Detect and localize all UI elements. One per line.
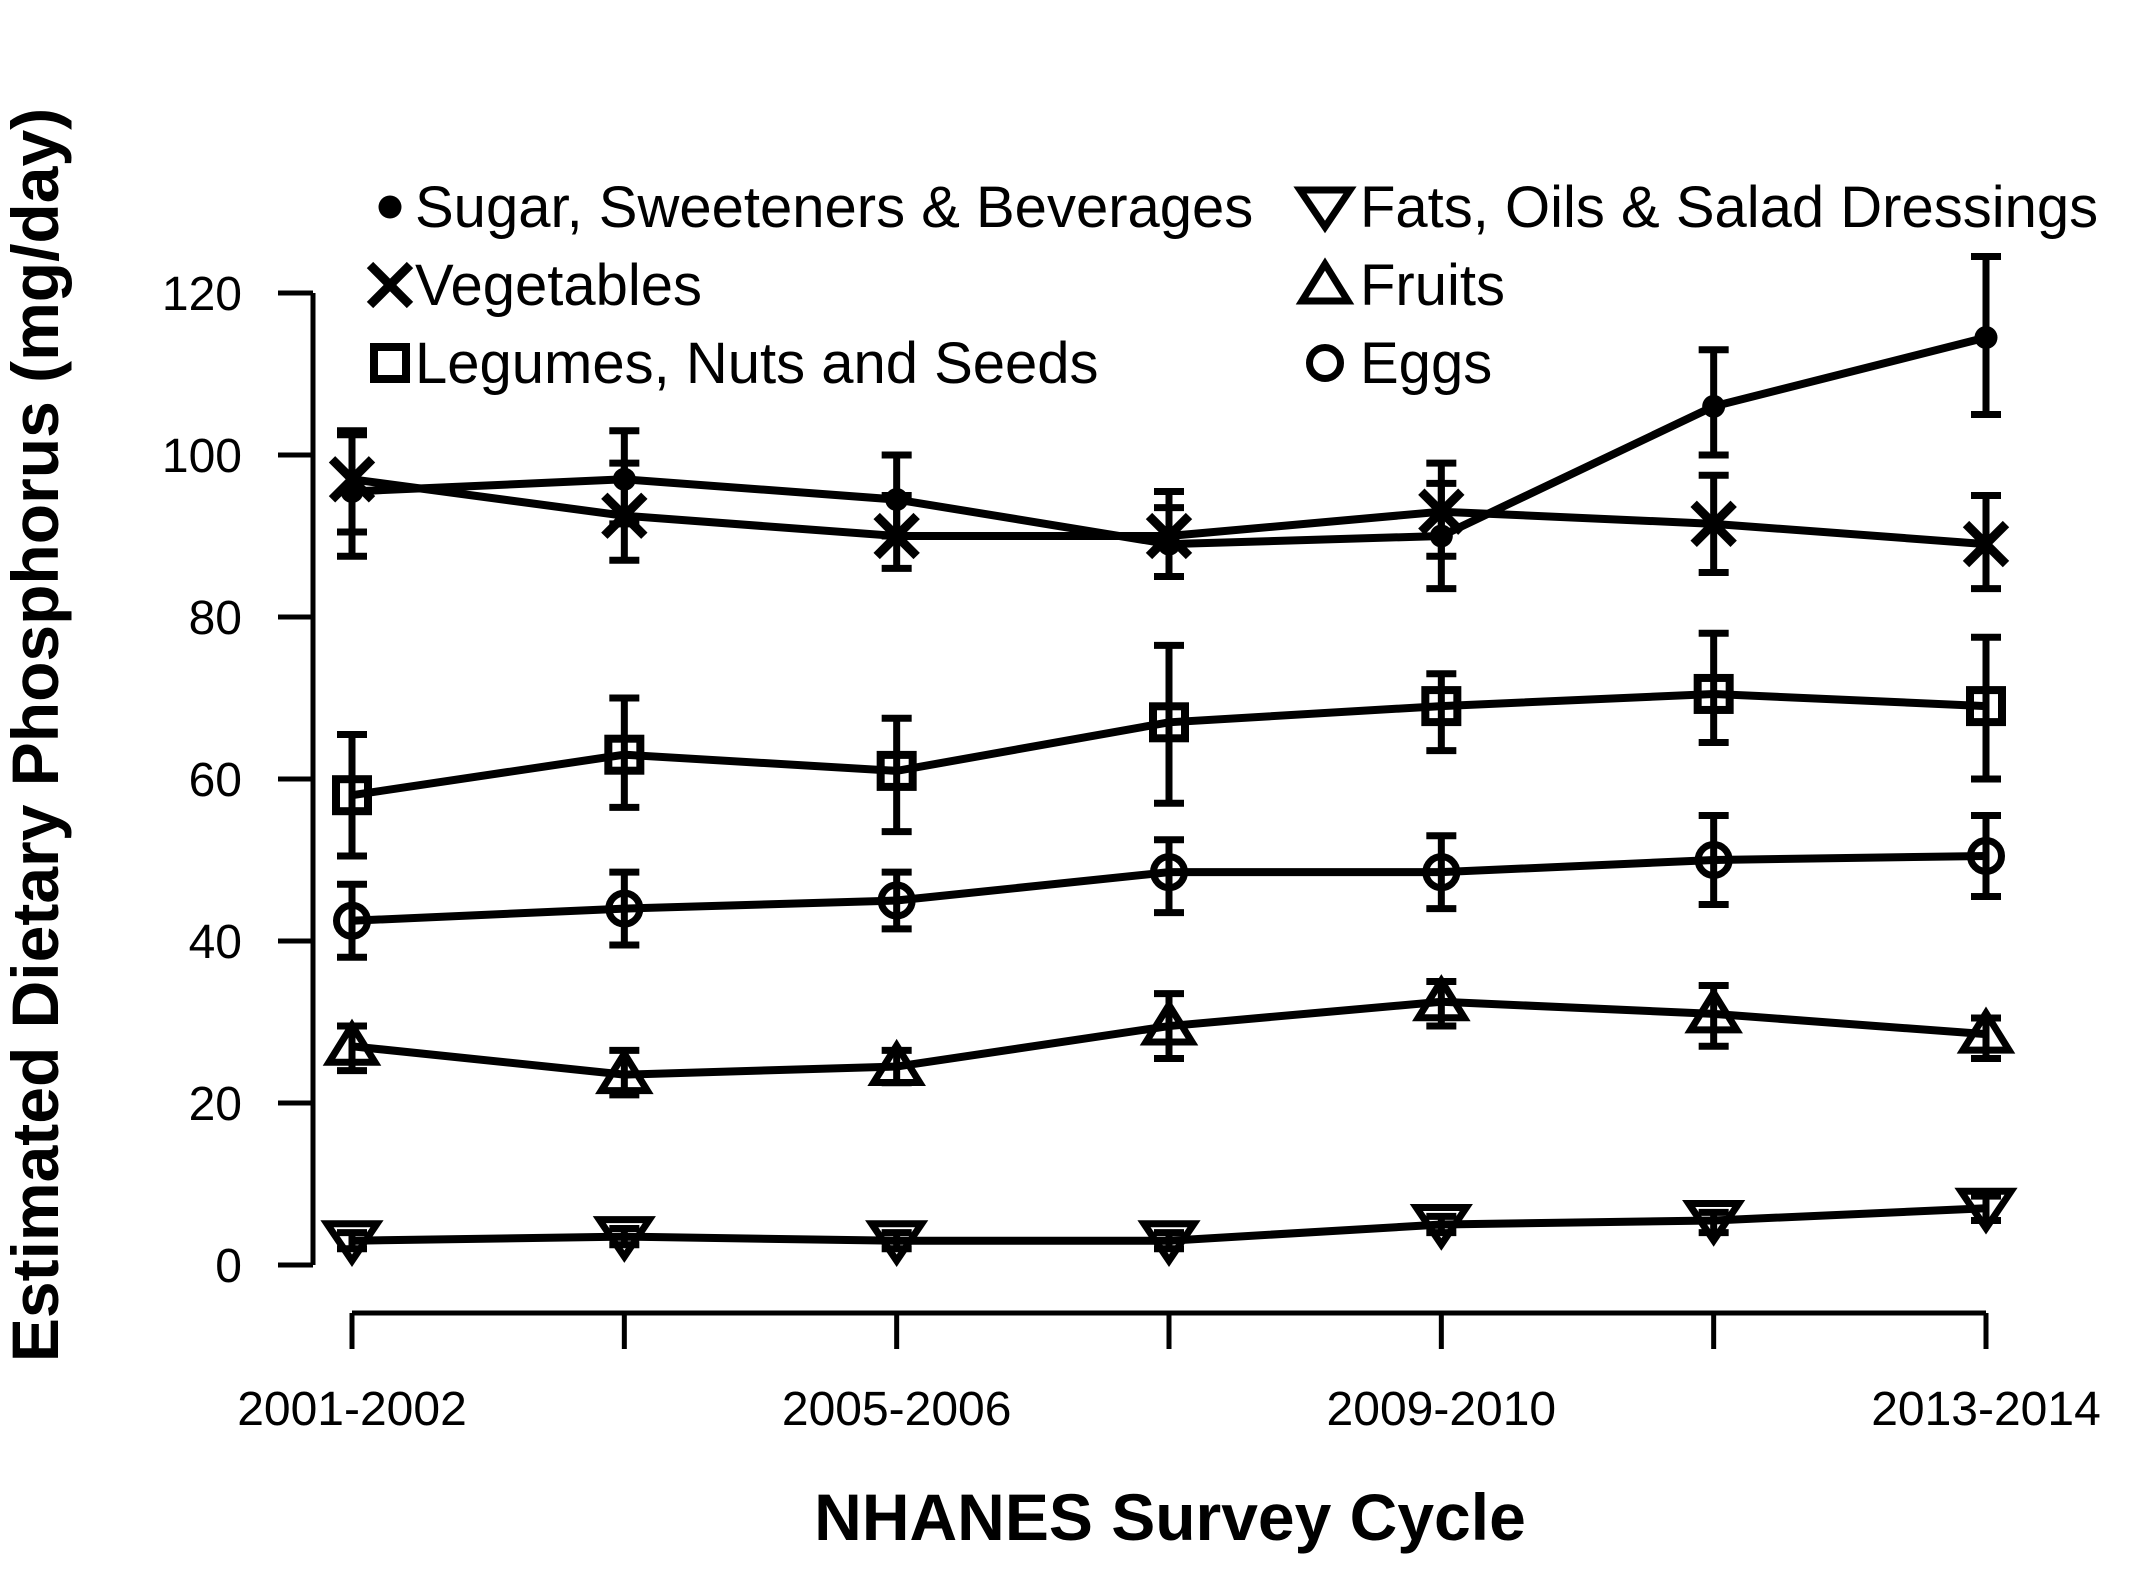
error-bar <box>881 714 912 836</box>
y-tick-label: 40 <box>189 916 242 969</box>
legend-item-eggs: Eggs <box>1306 331 1492 396</box>
marker-open-triangle-up <box>1295 257 1355 305</box>
marker-open-triangle-down <box>320 1220 384 1267</box>
series-legumes-nuts-and-seeds <box>332 629 2006 860</box>
marker-x <box>1418 488 1465 535</box>
marker-x <box>1145 512 1193 560</box>
legend-item-legumes-nuts-and-seeds: Legumes, Nuts and Seeds <box>370 331 1099 396</box>
legend-label: Legumes, Nuts and Seeds <box>415 331 1099 396</box>
legend-label: Sugar, Sweeteners & Beverages <box>415 175 1253 240</box>
marker-open-triangle-up <box>595 1047 654 1095</box>
marker-open-square <box>604 734 645 775</box>
marker-open-square <box>1149 702 1189 743</box>
legend-label: Fats, Oils & Salad Dressings <box>1360 175 2098 240</box>
legend-item-vegetables: Vegetables <box>366 253 702 318</box>
marker-x <box>366 261 414 309</box>
marker-filled-circle <box>1702 394 1726 418</box>
y-tick-label: 20 <box>189 1078 242 1131</box>
marker-open-circle <box>1150 853 1188 892</box>
marker-open-circle <box>333 901 371 940</box>
series-fruits <box>322 974 2016 1099</box>
legend: Sugar, Sweeteners & Beverages Fats, Oils … <box>366 175 2098 396</box>
marker-open-triangle-up <box>1684 986 1743 1034</box>
series-eggs <box>333 811 2005 961</box>
error-bar <box>337 880 367 961</box>
error-bar <box>1971 633 2001 783</box>
marker-open-square <box>876 750 917 791</box>
y-axis-title: Estimated Dietary Phosphorus (mg/day) <box>0 108 72 1362</box>
error-bar <box>1154 836 1184 917</box>
marker-open-circle <box>1306 344 1344 382</box>
error-bar <box>1698 1208 1729 1237</box>
marker-open-square <box>1421 686 1462 727</box>
x-axis-title: NHANES Survey Cycle <box>814 1480 1526 1554</box>
marker-open-triangle-down <box>1137 1220 1201 1267</box>
y-tick-label: 100 <box>162 430 242 483</box>
marker-open-triangle-up <box>1956 1006 2016 1054</box>
error-bar <box>1154 641 1184 807</box>
legend-label: Vegetables <box>415 253 702 318</box>
marker-open-circle <box>1694 841 1733 879</box>
error-bar <box>337 730 367 860</box>
marker-open-triangle-down <box>1954 1187 2018 1235</box>
marker-open-square <box>332 775 372 816</box>
marker-open-triangle-up <box>867 1038 926 1087</box>
y-tick-label: 120 <box>162 268 242 321</box>
legend-item-fats-oils-salad-dressings: Fats, Oils & Salad Dressings <box>1293 175 2098 240</box>
x-tick-label: 2013-2014 <box>1871 1383 2101 1436</box>
marker-open-triangle-down <box>865 1220 929 1267</box>
legend-item-sugar-sweeteners-beverages: Sugar, Sweeteners & Beverages <box>378 175 1253 240</box>
marker-open-triangle-up <box>1139 998 1199 1046</box>
x-tick-label: 2001-2002 <box>237 1383 467 1436</box>
error-bar <box>1698 629 1729 747</box>
marker-open-circle <box>877 881 916 920</box>
marker-x <box>873 512 920 560</box>
axes: 0 20 40 60 80 100 120 2001-2002 2005-2006 2009-20… <box>162 268 2101 1436</box>
marker-open-square <box>370 343 410 383</box>
error-bar <box>609 694 640 811</box>
series-vegetables <box>328 431 2010 593</box>
series-fats-oils-salad-dressings <box>320 1187 2018 1267</box>
legend-item-fruits: Fruits <box>1295 253 1505 318</box>
marker-open-triangle-down <box>592 1216 656 1263</box>
legend-label: Eggs <box>1360 331 1492 396</box>
error-bar <box>1971 811 2001 900</box>
y-tick-label: 0 <box>215 1240 242 1293</box>
error-bar <box>1971 1192 2001 1224</box>
marker-open-square <box>1966 686 2006 727</box>
error-bar <box>1426 670 1457 755</box>
marker-open-triangle-down <box>1682 1199 1746 1247</box>
marker-open-triangle-up <box>322 1018 382 1066</box>
error-bar <box>1426 832 1457 913</box>
marker-x <box>1690 500 1737 548</box>
marker-filled-circle <box>378 195 402 219</box>
marker-x <box>1962 520 2010 568</box>
marker-open-circle <box>605 889 644 928</box>
error-bar <box>609 868 640 949</box>
series-layer <box>320 253 2018 1267</box>
marker-open-triangle-down <box>1293 186 1357 234</box>
marker-open-square <box>1693 673 1734 714</box>
marker-open-triangle-down <box>1409 1204 1473 1251</box>
marker-x <box>601 492 648 539</box>
error-bar <box>1698 811 1729 909</box>
x-tick-label: 2005-2006 <box>782 1383 1012 1436</box>
marker-open-circle <box>1422 853 1461 892</box>
y-tick-label: 60 <box>189 754 242 807</box>
y-tick-label: 80 <box>189 592 242 645</box>
marker-filled-circle <box>1974 326 1998 350</box>
x-tick-label: 2009-2010 <box>1327 1383 1557 1436</box>
marker-x <box>328 456 376 503</box>
marker-open-circle <box>1967 836 2005 875</box>
marker-open-triangle-up <box>1412 974 1471 1022</box>
legend-label: Fruits <box>1360 253 1505 318</box>
